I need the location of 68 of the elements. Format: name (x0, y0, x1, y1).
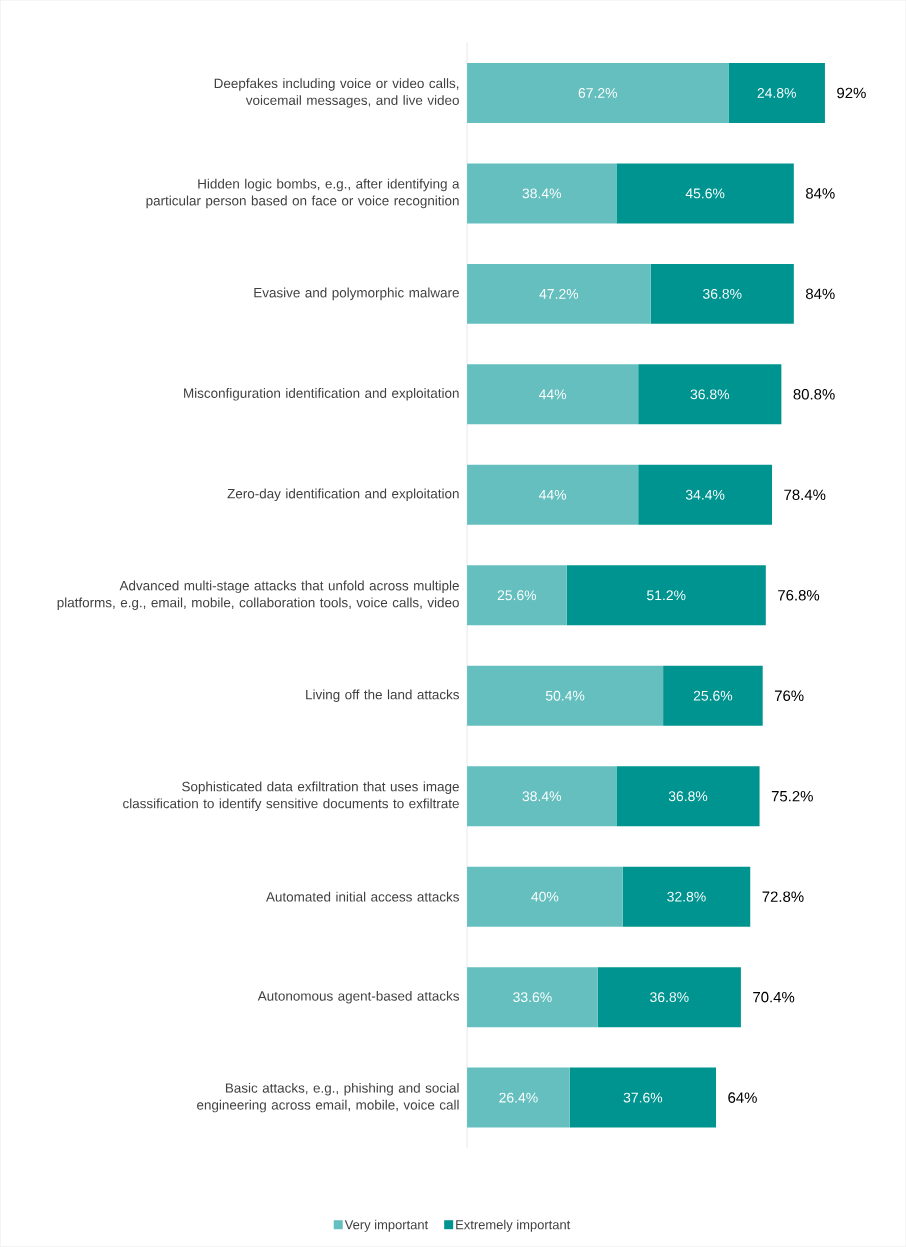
data-label: 24.8% (757, 87, 796, 98)
bar (663, 665, 763, 726)
total-label: 64% (728, 1092, 757, 1103)
bar (616, 766, 760, 827)
bar (569, 1067, 716, 1128)
bar (597, 967, 741, 1028)
y-tick-label: Advanced multi-stage attacks that unfold across multiple platforms, e.g., email, mobile, collaboration tools, voice calls, video (57, 580, 459, 611)
data-label: 47.2% (539, 288, 579, 299)
data-label: 67.2% (578, 87, 617, 98)
bar (467, 364, 639, 425)
data-label: 44% (538, 489, 567, 500)
data-label: 36.8% (668, 791, 708, 802)
data-label: 45.6% (685, 188, 725, 199)
y-tick-label: Living off the land attacks (306, 689, 459, 703)
bar (467, 565, 567, 626)
y-tick-label: Evasive and polymorphic malware (254, 287, 459, 301)
total-label: 84% (805, 188, 835, 199)
y-tick-label: Sophisticated data exfiltration that uses image classification to identify sensitive documents to exfiltrate (123, 781, 459, 811)
data-label: 36.8% (650, 992, 689, 1003)
data-label: 40% (531, 891, 559, 902)
y-tick-label: Zero-day identification and exploitation (227, 488, 459, 502)
bar (650, 263, 794, 324)
legend-label: Very important (344, 1219, 429, 1232)
bar (467, 967, 598, 1028)
total-label: 78.4% (784, 489, 826, 501)
total-label: 76% (774, 690, 804, 702)
bar (638, 364, 782, 425)
data-label: 25.6% (693, 690, 733, 701)
bar (616, 163, 794, 224)
bar (638, 464, 772, 525)
data-label: 50.4% (545, 690, 585, 701)
data-label: 38.4% (522, 188, 561, 199)
data-label: 37.6% (623, 1092, 663, 1103)
y-tick-label: Autonomous agent-based attacks (257, 990, 459, 1004)
bar (467, 263, 651, 324)
total-label: 80.8% (793, 389, 835, 400)
total-label: 84% (805, 288, 835, 300)
data-label: 36.8% (702, 288, 742, 299)
data-label: 25.6% (497, 590, 537, 601)
bar (467, 866, 623, 927)
data-label: 26.4% (499, 1092, 538, 1103)
y-tick-label: Deepfakes including voice or video calls, voicemail messages, and live video (214, 78, 459, 108)
bar (566, 565, 766, 626)
total-label: 76.8% (778, 589, 820, 601)
y-tick-label: Misconfiguration identification and exploitation (184, 388, 459, 401)
bar (728, 62, 825, 123)
bar (467, 665, 664, 726)
total-label: 92% (837, 87, 866, 99)
bar (467, 62, 729, 123)
bar (467, 464, 639, 525)
bar (622, 866, 751, 927)
data-label: 36.8% (690, 389, 730, 400)
y-tick-label: Basic attacks, e.g., phishing and social engineering across email, mobile, voice call (197, 1082, 459, 1113)
data-label: 32.8% (667, 891, 706, 902)
data-label: 51.2% (646, 590, 686, 601)
data-label: 33.6% (513, 992, 552, 1003)
y-tick-label: Hidden logic bombs, e.g., after identifying a particular person based on face or voice recognition (146, 178, 460, 209)
y-tick-label: Automated initial access attacks (265, 891, 459, 902)
bar (467, 163, 617, 224)
bar (467, 1067, 570, 1128)
legend-label: Extremely important (456, 1219, 571, 1232)
data-label: 34.4% (685, 489, 725, 500)
total-label: 70.4% (753, 991, 795, 1003)
total-label: 75.2% (771, 790, 813, 802)
data-label: 38.4% (522, 791, 561, 802)
bar (467, 766, 617, 827)
data-label: 44% (538, 389, 567, 400)
total-label: 72.8% (762, 891, 804, 902)
